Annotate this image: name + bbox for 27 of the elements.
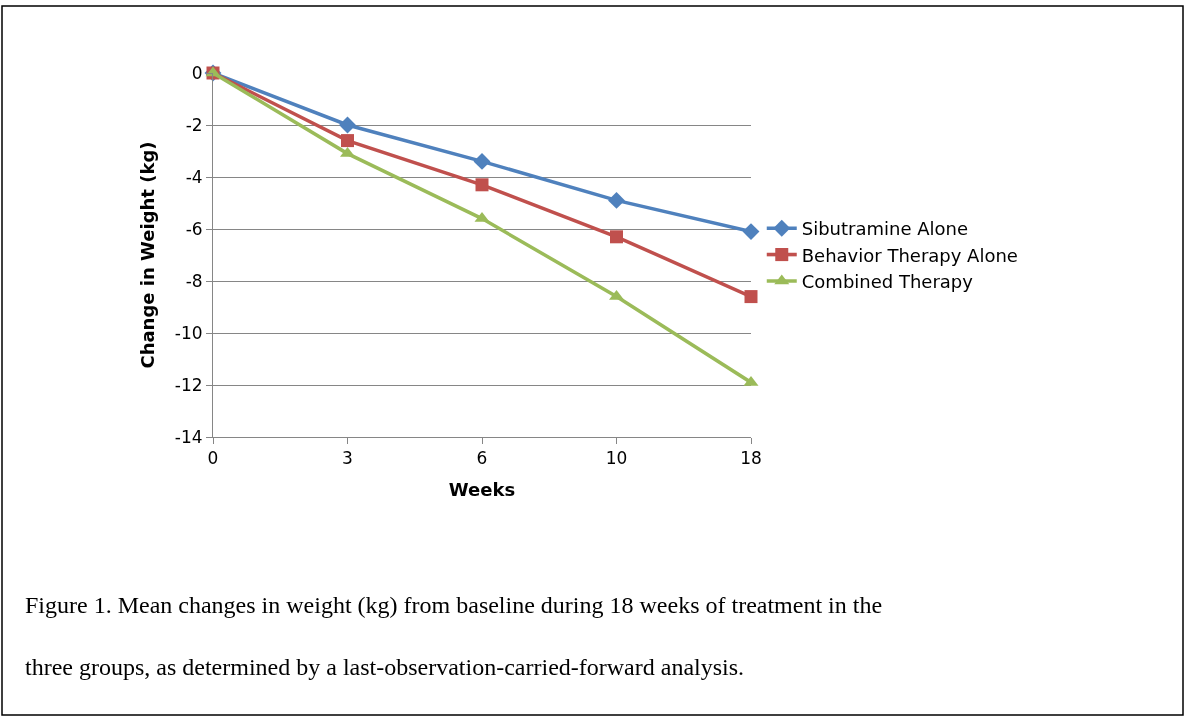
y-tick-label: -10	[174, 322, 203, 343]
point	[341, 134, 354, 148]
x-tick-label: 6	[476, 448, 488, 469]
point	[473, 152, 491, 170]
text: Figure 1. Mean changes in weight (kg) from baseline during 18 weeks of treatment in the three groups, as determined by a last-observation-carried-forward analysis.	[25, 592, 883, 681]
point	[339, 116, 356, 134]
point	[475, 178, 489, 192]
point	[610, 230, 623, 244]
x-tick-label: 10	[605, 448, 628, 469]
y-axis-title: Change in Weight (kg)	[137, 141, 159, 369]
x-tick-label: 0	[207, 448, 219, 469]
y-tick-label: -2	[185, 114, 203, 135]
legend-label: Combined Therapy	[801, 271, 974, 293]
y-tick-label: -8	[185, 270, 203, 291]
y-tick-label: -14	[174, 426, 203, 447]
point	[742, 223, 760, 241]
x-tick-label: 18	[740, 448, 762, 469]
point	[608, 191, 625, 209]
y-tick-label: -4	[185, 166, 203, 187]
y-tick-label: -12	[174, 374, 203, 395]
x-tick-label: 3	[342, 448, 353, 469]
y-tick-label: -6	[185, 218, 203, 239]
y-tick-label: 0	[191, 62, 203, 83]
x-axis-title: Weeks	[448, 478, 516, 500]
legend-label: Behavior Therapy Alone	[801, 244, 1018, 266]
point	[744, 290, 758, 304]
legend-label: Sibutramine Alone	[801, 218, 969, 240]
